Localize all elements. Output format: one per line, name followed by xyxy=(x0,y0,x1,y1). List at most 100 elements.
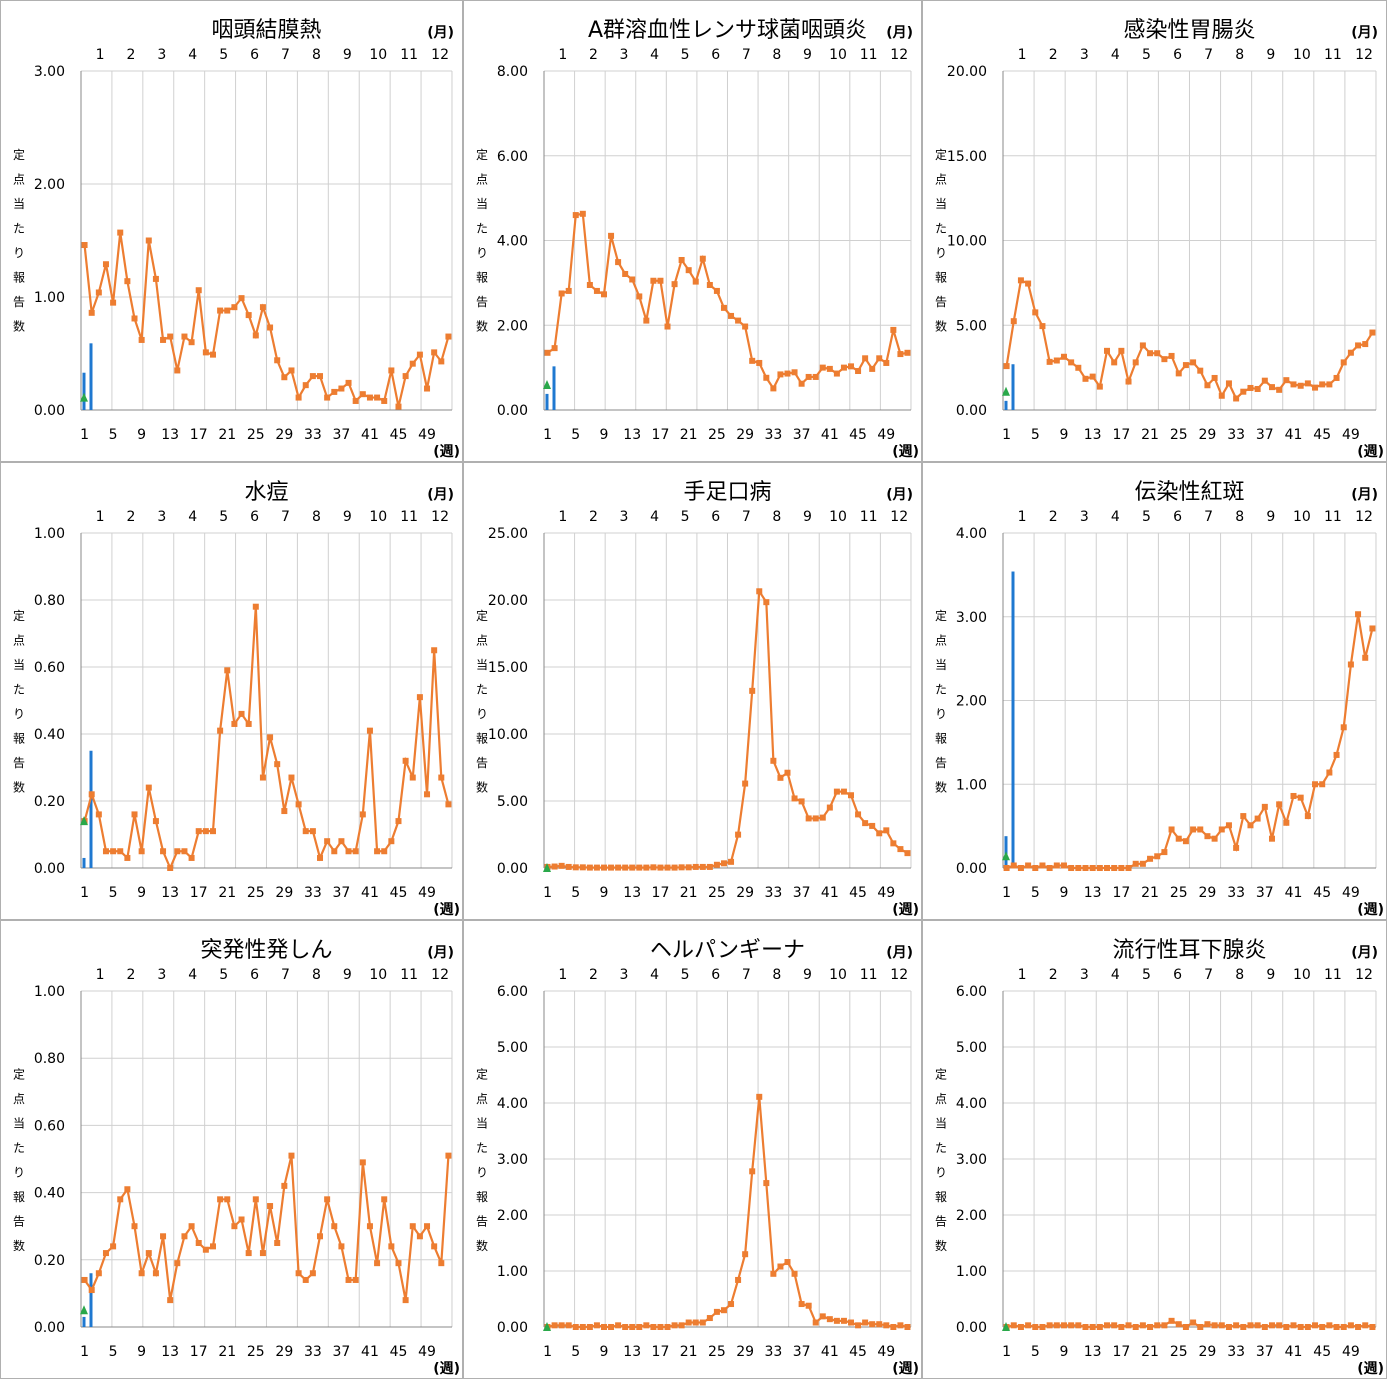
data-point xyxy=(124,278,131,285)
chart-title: 突発性発しん xyxy=(200,938,332,963)
data-point xyxy=(1218,826,1225,833)
data-point xyxy=(883,827,890,834)
data-point xyxy=(615,1322,622,1329)
x-tick-label: 13 xyxy=(161,885,179,901)
y-axis-label-char: 報 xyxy=(476,1190,488,1204)
data-point xyxy=(1139,860,1146,867)
data-point xyxy=(678,864,685,871)
month-label: 3 xyxy=(620,509,629,525)
data-point xyxy=(259,774,266,781)
data-point xyxy=(1276,386,1283,393)
x-tick-label: 9 xyxy=(137,427,146,443)
y-axis-label-char: 点 xyxy=(935,173,947,187)
x-tick-label: 45 xyxy=(1313,1344,1331,1360)
y-tick-label: 1.00 xyxy=(956,1264,987,1280)
data-point xyxy=(95,811,102,818)
y-tick-label: 6.00 xyxy=(497,149,528,165)
data-point xyxy=(728,858,735,865)
data-point xyxy=(1017,1324,1024,1330)
series-line xyxy=(547,1096,908,1329)
y-tick-label: 3.00 xyxy=(34,64,65,80)
x-tick-label: 37 xyxy=(1256,427,1274,443)
month-label: 8 xyxy=(772,967,781,983)
x-tick-label: 17 xyxy=(190,1344,208,1360)
data-point xyxy=(728,312,735,319)
x-tick-label: 13 xyxy=(1084,1344,1102,1360)
x-tick-label: 1 xyxy=(80,1344,89,1360)
data-point xyxy=(742,780,749,787)
data-point xyxy=(1032,865,1039,871)
x-tick-label: 9 xyxy=(600,427,609,443)
series-line xyxy=(1006,614,1374,870)
month-label: 4 xyxy=(1111,509,1120,525)
data-point xyxy=(600,291,607,298)
data-point xyxy=(1182,838,1189,845)
y-axis-label-char: 当 xyxy=(476,197,488,211)
y-tick-label: 0.80 xyxy=(34,1051,65,1067)
data-point xyxy=(1082,375,1089,382)
data-point xyxy=(699,863,706,870)
data-point xyxy=(551,863,558,870)
data-point xyxy=(445,333,452,340)
data-point xyxy=(416,351,423,358)
data-point xyxy=(181,333,188,340)
data-point xyxy=(1060,353,1067,360)
data-point xyxy=(1132,1324,1139,1330)
data-point xyxy=(195,828,202,835)
data-point xyxy=(735,317,742,324)
data-point xyxy=(586,864,593,871)
bar-mark xyxy=(89,343,93,410)
data-point xyxy=(117,1196,124,1203)
data-point xyxy=(622,864,629,871)
x-tick-label: 37 xyxy=(793,427,811,443)
data-point xyxy=(381,397,388,404)
month-label: 4 xyxy=(188,47,197,63)
data-point xyxy=(95,289,102,296)
month-label: 1 xyxy=(558,509,567,525)
month-label: 10 xyxy=(829,967,847,983)
data-point xyxy=(622,1324,629,1330)
data-point xyxy=(1347,1322,1354,1329)
month-label: 11 xyxy=(400,47,418,63)
data-point xyxy=(643,1322,650,1329)
y-axis-label-char: 告 xyxy=(476,756,488,770)
x-tick-label: 1 xyxy=(1002,427,1011,443)
data-point xyxy=(897,1322,904,1329)
data-point xyxy=(848,792,855,799)
month-label: 10 xyxy=(1293,509,1311,525)
x-tick-label: 1 xyxy=(543,1344,552,1360)
data-point xyxy=(1297,1324,1304,1330)
data-point xyxy=(1319,781,1326,788)
y-axis-label-char: 定 xyxy=(935,608,947,623)
x-tick-label: 1 xyxy=(1002,1344,1011,1360)
month-label: 7 xyxy=(742,967,751,983)
marker-triangle xyxy=(80,816,88,826)
data-point xyxy=(629,276,636,283)
y-axis-label-char: 定 xyxy=(476,147,488,162)
data-point xyxy=(1369,329,1376,336)
month-label: 12 xyxy=(890,47,908,63)
y-axis-label-char: た xyxy=(476,683,488,697)
x-tick-label: 33 xyxy=(304,427,322,443)
chart-svg: A群溶血性レンサ球菌咽頭炎 (月)1 2 3 4 5 6 7 8 9 10 11 120.002.004… xyxy=(476,18,919,460)
data-point xyxy=(281,1182,288,1189)
x-tick-label: 37 xyxy=(332,427,350,443)
data-point xyxy=(1025,862,1032,869)
data-point xyxy=(359,391,366,398)
data-point xyxy=(431,1243,438,1250)
month-label: 4 xyxy=(1111,47,1120,63)
month-label: 6 xyxy=(250,967,259,983)
data-point xyxy=(671,281,678,288)
y-tick-label: 0.20 xyxy=(34,1253,65,1269)
data-point xyxy=(784,1259,791,1266)
y-axis-label-char: 定 xyxy=(476,1066,488,1081)
data-point xyxy=(274,357,281,364)
data-point xyxy=(209,351,216,358)
y-axis-label-char: 定 xyxy=(476,608,488,623)
x-tick-label: 49 xyxy=(418,885,436,901)
y-axis-label-char: 当 xyxy=(13,658,25,672)
y-axis-label-char: 数 xyxy=(476,319,488,334)
month-label: 3 xyxy=(620,47,629,63)
data-point xyxy=(1154,853,1161,860)
data-point xyxy=(544,349,551,356)
